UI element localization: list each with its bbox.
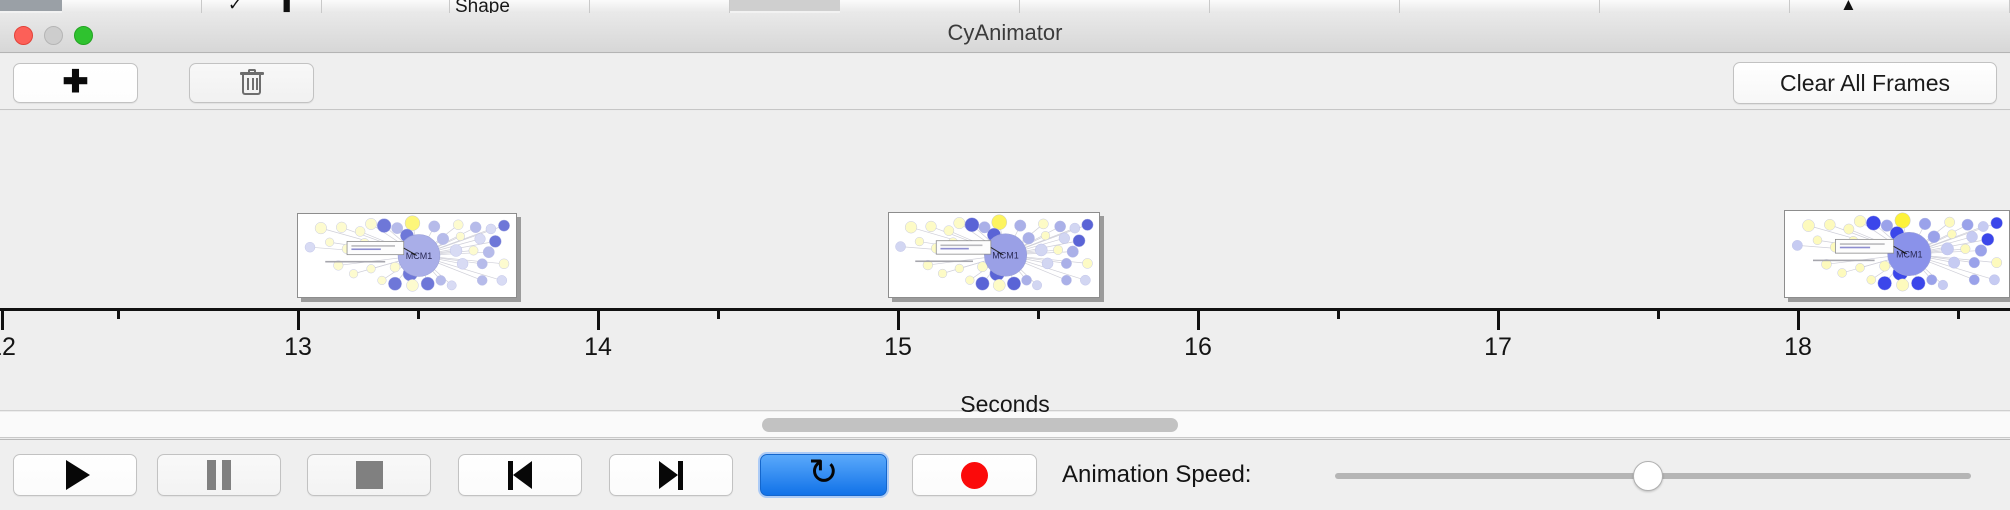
axis-tick xyxy=(1657,308,1660,319)
timeline-scrollbar-thumb[interactable] xyxy=(762,418,1178,432)
background-cell xyxy=(1790,0,2010,13)
background-cell xyxy=(450,0,590,13)
background-cell xyxy=(1600,0,1790,13)
skip-to-end-button[interactable] xyxy=(609,454,733,496)
network-graph-preview: MCM1 xyxy=(1785,211,2009,297)
axis-tick xyxy=(117,308,120,319)
axis-tick-label: 15 xyxy=(884,333,912,361)
add-frame-button[interactable]: ✚ xyxy=(13,63,138,103)
stop-icon xyxy=(355,461,383,489)
traffic-light-group xyxy=(14,26,93,45)
axis-tick-label: 14 xyxy=(584,333,612,361)
clear-all-frames-label: Clear All Frames xyxy=(1780,69,1950,96)
playback-controlbar: ↻ Animation Speed: xyxy=(0,439,2010,510)
timeline-frame-thumbnail[interactable]: MCM1 xyxy=(888,212,1100,298)
frames-toolbar: ✚ Clear All Frames xyxy=(0,54,2010,110)
plus-icon: ✚ xyxy=(62,64,89,99)
pause-icon xyxy=(207,460,231,490)
background-cell xyxy=(1020,0,1210,13)
timeline-scrollbar-track[interactable] xyxy=(0,412,2010,438)
axis-tick xyxy=(597,308,600,330)
timeline-frame-thumbnail[interactable]: MCM1 xyxy=(1784,210,2010,298)
axis-tick xyxy=(1037,308,1040,319)
axis-tick-label: 18 xyxy=(1784,333,1812,361)
trash-icon xyxy=(239,69,264,97)
play-button[interactable] xyxy=(13,454,137,496)
background-cell xyxy=(202,0,322,13)
play-icon xyxy=(65,460,90,490)
window-title: CyAnimator xyxy=(947,20,1063,45)
axis-tick xyxy=(1497,308,1500,330)
background-window-label: Shape xyxy=(455,0,510,13)
svg-text:MCM1: MCM1 xyxy=(1896,250,1923,260)
pause-button[interactable] xyxy=(157,454,281,496)
loop-button[interactable]: ↻ xyxy=(760,454,887,496)
background-titlebar-fragment xyxy=(0,0,62,11)
delete-frame-button[interactable] xyxy=(189,63,314,103)
background-cell xyxy=(322,0,450,13)
record-icon xyxy=(961,461,988,489)
maximize-button[interactable] xyxy=(74,26,93,45)
background-cell xyxy=(62,0,202,13)
background-cell xyxy=(590,0,730,13)
clear-all-frames-button[interactable]: Clear All Frames xyxy=(1733,62,1997,104)
timeline-panel[interactable]: 12131415161718 MCM1 MCM1 MCM1 Seconds xyxy=(0,111,2010,417)
background-triangle-icon: ▲ xyxy=(1840,0,1857,13)
record-button[interactable] xyxy=(912,454,1037,496)
background-bar-icon: ▮ xyxy=(282,0,292,13)
axis-tick-label: 17 xyxy=(1484,333,1512,361)
network-graph-preview: MCM1 xyxy=(889,213,1099,297)
network-graph-preview: MCM1 xyxy=(298,214,516,297)
animation-speed-slider-thumb[interactable] xyxy=(1633,461,1663,491)
axis-tick-label: 16 xyxy=(1184,333,1212,361)
loop-icon: ↻ xyxy=(808,452,839,493)
skip-forward-icon xyxy=(659,460,683,490)
timeline-frame-thumbnail[interactable]: MCM1 xyxy=(297,213,517,298)
axis-tick xyxy=(1,308,4,330)
window-titlebar: CyAnimator xyxy=(0,13,2010,53)
axis-tick xyxy=(717,308,720,319)
svg-text:MCM1: MCM1 xyxy=(406,251,433,261)
background-check-icon: ✓ xyxy=(228,0,243,13)
axis-tick xyxy=(417,308,420,319)
background-cell xyxy=(840,0,1020,13)
close-button[interactable] xyxy=(14,26,33,45)
background-cell xyxy=(730,0,840,11)
axis-tick xyxy=(1797,308,1800,330)
stop-button[interactable] xyxy=(307,454,431,496)
axis-tick xyxy=(297,308,300,330)
timeline-axis xyxy=(0,308,2010,311)
svg-text:MCM1: MCM1 xyxy=(992,251,1019,261)
skip-back-icon xyxy=(508,460,532,490)
axis-tick xyxy=(1957,308,1960,319)
axis-tick-label: 13 xyxy=(284,333,312,361)
skip-to-start-button[interactable] xyxy=(458,454,582,496)
axis-tick xyxy=(897,308,900,330)
axis-tick xyxy=(1337,308,1340,319)
background-cell xyxy=(1400,0,1600,13)
axis-tick xyxy=(1197,308,1200,330)
background-window-strip: ✓ ▮ Shape ▲ xyxy=(0,0,2010,13)
background-cell xyxy=(1210,0,1400,13)
axis-tick-label: 12 xyxy=(0,333,16,361)
animation-speed-label: Animation Speed: xyxy=(1062,461,1252,488)
minimize-button[interactable] xyxy=(44,26,63,45)
